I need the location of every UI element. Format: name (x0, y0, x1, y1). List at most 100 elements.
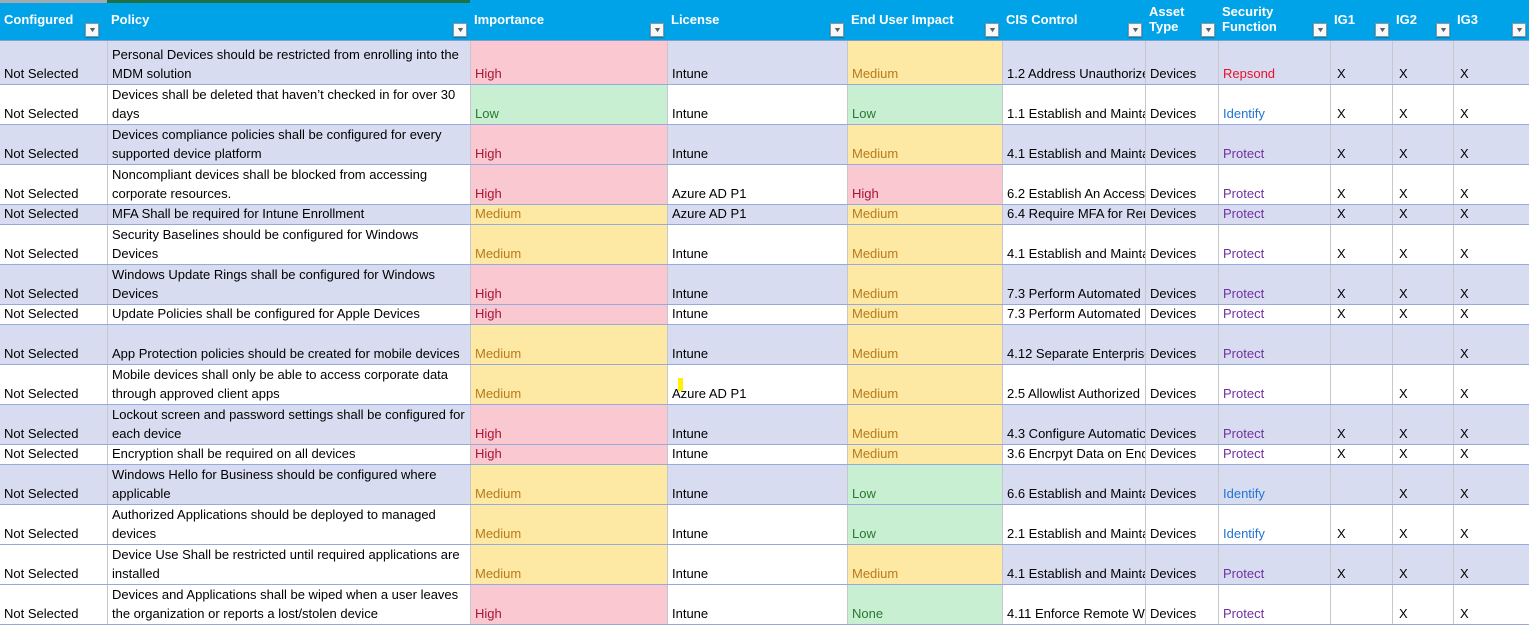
cell-importance[interactable]: Medium (470, 325, 667, 364)
cell-ig1[interactable] (1330, 325, 1392, 364)
cell-security-function[interactable]: Protect (1218, 585, 1330, 624)
cell-ig3[interactable]: X (1453, 585, 1529, 624)
cell-cis-control[interactable]: 4.3 Configure Automatic (1002, 405, 1145, 444)
cell-ig1[interactable]: X (1330, 225, 1392, 264)
cell-importance[interactable]: Low (470, 85, 667, 124)
cell-end-user-impact[interactable]: Medium (847, 205, 1002, 224)
cell-end-user-impact[interactable]: Low (847, 505, 1002, 544)
column-header-policy[interactable]: Policy ▼ (107, 0, 470, 40)
cell-ig1[interactable]: X (1330, 505, 1392, 544)
cell-asset-type[interactable]: Devices (1145, 465, 1218, 504)
cell-ig1[interactable]: X (1330, 305, 1392, 324)
cell-license[interactable]: Intune (667, 265, 847, 304)
cell-configured[interactable]: Not Selected (0, 545, 107, 584)
cell-cis-control[interactable]: 6.4 Require MFA for Rer (1002, 205, 1145, 224)
cell-ig2[interactable]: X (1392, 85, 1453, 124)
cell-security-function[interactable]: Protect (1218, 225, 1330, 264)
cell-ig3[interactable]: X (1453, 545, 1529, 584)
cell-policy[interactable]: Devices shall be deleted that haven’t ch… (107, 85, 470, 124)
cell-security-function[interactable]: Repsond (1218, 41, 1330, 84)
cell-policy[interactable]: Encryption shall be required on all devi… (107, 445, 470, 464)
ig1-filter-button[interactable]: ▼ (1375, 23, 1389, 37)
cell-license[interactable]: Intune (667, 405, 847, 444)
cell-importance[interactable]: High (470, 585, 667, 624)
cell-ig3[interactable]: X (1453, 505, 1529, 544)
cell-policy[interactable]: Authorized Applications should be deploy… (107, 505, 470, 544)
cell-ig2[interactable]: X (1392, 41, 1453, 84)
cell-cis-control[interactable]: 4.1 Establish and Mainta (1002, 545, 1145, 584)
column-header-configured[interactable]: Configured ▼ (0, 0, 107, 40)
cell-ig2[interactable]: X (1392, 225, 1453, 264)
cell-importance[interactable]: Medium (470, 205, 667, 224)
cell-ig2[interactable]: X (1392, 545, 1453, 584)
cell-end-user-impact[interactable]: Medium (847, 265, 1002, 304)
cell-policy[interactable]: Lockout screen and password settings sha… (107, 405, 470, 444)
cell-ig3[interactable]: X (1453, 85, 1529, 124)
cell-asset-type[interactable]: Devices (1145, 225, 1218, 264)
cell-policy[interactable]: Devices compliance policies shall be con… (107, 125, 470, 164)
cell-cis-control[interactable]: 1.2 Address Unauthorize (1002, 41, 1145, 84)
cell-configured[interactable]: Not Selected (0, 85, 107, 124)
cell-policy[interactable]: Personal Devices should be restricted fr… (107, 41, 470, 84)
cell-cis-control[interactable]: 2.5 Allowlist Authorized (1002, 365, 1145, 404)
cell-license[interactable]: Intune (667, 125, 847, 164)
column-header-end-user-impact[interactable]: End User Impact ▼ (847, 0, 1002, 40)
ig2-filter-button[interactable]: ▼ (1436, 23, 1450, 37)
cell-security-function[interactable]: Protect (1218, 305, 1330, 324)
cell-importance[interactable]: Medium (470, 545, 667, 584)
cell-asset-type[interactable]: Devices (1145, 405, 1218, 444)
importance-filter-button[interactable]: ▼ (650, 23, 664, 37)
cell-security-function[interactable]: Identify (1218, 465, 1330, 504)
cell-cis-control[interactable]: 6.6 Establish and Mainta (1002, 465, 1145, 504)
cell-end-user-impact[interactable]: Medium (847, 125, 1002, 164)
cell-ig2[interactable]: X (1392, 265, 1453, 304)
license-filter-button[interactable]: ▼ (830, 23, 844, 37)
cell-ig3[interactable]: X (1453, 225, 1529, 264)
cell-license[interactable]: Intune (667, 585, 847, 624)
cell-license[interactable]: Intune (667, 545, 847, 584)
cell-ig2[interactable]: X (1392, 465, 1453, 504)
cell-license[interactable]: Intune (667, 85, 847, 124)
cell-importance[interactable]: High (470, 265, 667, 304)
cell-ig3[interactable]: X (1453, 165, 1529, 204)
cell-ig1[interactable] (1330, 465, 1392, 504)
cell-end-user-impact[interactable]: Medium (847, 365, 1002, 404)
cell-license[interactable]: Intune (667, 445, 847, 464)
ig3-filter-button[interactable]: ▼ (1512, 23, 1526, 37)
cell-policy[interactable]: Windows Hello for Business should be con… (107, 465, 470, 504)
cis-control-filter-button[interactable]: ▼ (1128, 23, 1142, 37)
cell-ig2[interactable]: X (1392, 405, 1453, 444)
cell-cis-control[interactable]: 4.12 Separate Enterprise (1002, 325, 1145, 364)
cell-policy[interactable]: Devices and Applications shall be wiped … (107, 585, 470, 624)
cell-configured[interactable]: Not Selected (0, 445, 107, 464)
cell-security-function[interactable]: Protect (1218, 165, 1330, 204)
cell-configured[interactable]: Not Selected (0, 265, 107, 304)
cell-ig1[interactable]: X (1330, 545, 1392, 584)
cell-ig3[interactable]: X (1453, 325, 1529, 364)
cell-ig1[interactable]: X (1330, 85, 1392, 124)
cell-security-function[interactable]: Protect (1218, 125, 1330, 164)
cell-ig3[interactable]: X (1453, 205, 1529, 224)
cell-asset-type[interactable]: Devices (1145, 205, 1218, 224)
cell-end-user-impact[interactable]: Low (847, 465, 1002, 504)
cell-configured[interactable]: Not Selected (0, 205, 107, 224)
cell-security-function[interactable]: Protect (1218, 445, 1330, 464)
cell-ig1[interactable] (1330, 365, 1392, 404)
cell-importance[interactable]: Medium (470, 505, 667, 544)
cell-asset-type[interactable]: Devices (1145, 505, 1218, 544)
column-header-importance[interactable]: Importance ▼ (470, 0, 667, 40)
policy-filter-button[interactable]: ▼ (453, 23, 467, 37)
cell-ig1[interactable]: X (1330, 125, 1392, 164)
cell-ig2[interactable]: X (1392, 205, 1453, 224)
cell-ig2[interactable] (1392, 325, 1453, 364)
cell-policy[interactable]: Security Baselines should be configured … (107, 225, 470, 264)
cell-security-function[interactable]: Protect (1218, 205, 1330, 224)
cell-license[interactable]: Azure AD P1 (667, 205, 847, 224)
cell-asset-type[interactable]: Devices (1145, 305, 1218, 324)
cell-configured[interactable]: Not Selected (0, 225, 107, 264)
cell-end-user-impact[interactable]: Medium (847, 41, 1002, 84)
cell-importance[interactable]: High (470, 125, 667, 164)
cell-ig2[interactable]: X (1392, 585, 1453, 624)
end-user-impact-filter-button[interactable]: ▼ (985, 23, 999, 37)
cell-end-user-impact[interactable]: Medium (847, 325, 1002, 364)
